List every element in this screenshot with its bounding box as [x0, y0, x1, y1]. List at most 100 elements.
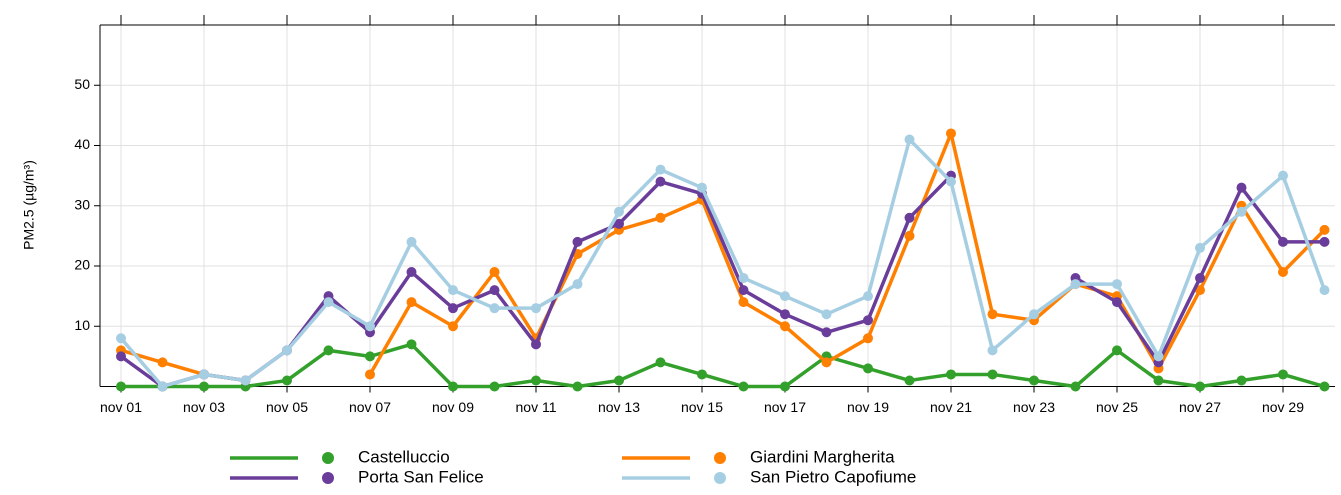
point [199, 381, 209, 392]
point [780, 321, 790, 332]
point [1319, 381, 1330, 392]
point [614, 206, 624, 217]
point [1153, 351, 1164, 362]
point [738, 297, 749, 308]
x-tick-label: nov 09 [432, 399, 474, 415]
point [1112, 345, 1122, 356]
point [821, 357, 832, 368]
point [323, 345, 334, 356]
point [531, 303, 541, 314]
point [1236, 375, 1247, 386]
point [780, 291, 790, 302]
point [1195, 285, 1205, 296]
point [904, 134, 915, 145]
point [1070, 279, 1081, 290]
point [448, 285, 458, 296]
point [531, 339, 541, 350]
point [365, 321, 375, 332]
point [1195, 242, 1205, 253]
point [780, 381, 790, 392]
legend-label: Porta San Felice [358, 467, 484, 486]
point [1319, 285, 1330, 296]
point [1153, 375, 1164, 386]
point [531, 375, 541, 386]
point [240, 375, 251, 386]
point [406, 297, 417, 308]
point [863, 363, 873, 374]
x-tick-label: nov 23 [1013, 399, 1055, 415]
point [116, 333, 126, 344]
y-tick-label: 40 [74, 136, 90, 152]
point [1112, 279, 1122, 290]
series-line [119, 137, 1327, 389]
point [655, 357, 666, 368]
point [1195, 381, 1205, 392]
point [697, 182, 707, 193]
point [1029, 309, 1039, 320]
legend-label: San Pietro Capofiume [750, 467, 916, 486]
point [572, 381, 583, 392]
point [821, 309, 832, 320]
point [157, 381, 168, 392]
point [406, 339, 417, 350]
point [1278, 369, 1288, 380]
point [1195, 273, 1205, 284]
point [946, 128, 956, 139]
point [116, 351, 126, 362]
point [738, 273, 749, 284]
point [987, 309, 998, 320]
point [1236, 206, 1247, 217]
point [489, 267, 500, 278]
legend-dot [322, 452, 334, 464]
x-tick-label: nov 07 [349, 399, 391, 415]
legend-label: Giardini Margherita [750, 447, 895, 466]
point [904, 230, 915, 241]
y-tick-label: 30 [74, 196, 90, 212]
x-tick-label: nov 03 [183, 399, 225, 415]
x-tick-label: nov 25 [1096, 399, 1138, 415]
y-tick-label: 10 [74, 317, 90, 333]
legend-dot [714, 472, 726, 484]
y-tick-label: 50 [74, 76, 90, 92]
x-tick-label: nov 27 [1179, 399, 1221, 415]
point [448, 321, 458, 332]
point [904, 212, 915, 223]
point [655, 212, 666, 223]
point [489, 381, 500, 392]
x-tick-label: nov 21 [930, 399, 972, 415]
point [116, 381, 126, 392]
point [904, 375, 915, 386]
point [738, 381, 749, 392]
point [821, 327, 832, 338]
series-line [121, 342, 1325, 389]
point [365, 369, 375, 380]
x-tick-label: nov 19 [847, 399, 889, 415]
legend-dot [322, 472, 334, 484]
x-tick-label: nov 05 [266, 399, 308, 415]
x-tick-label: nov 11 [516, 399, 557, 415]
point [946, 369, 956, 380]
point [365, 351, 375, 362]
series-line [119, 174, 1325, 389]
point [863, 315, 873, 326]
point [738, 285, 749, 296]
point [863, 333, 873, 344]
y-tick-label: 20 [74, 257, 90, 273]
point [406, 267, 417, 278]
point [157, 357, 168, 368]
y-axis-label: PM2.5 (µg/m³) [21, 160, 37, 250]
point [1278, 170, 1288, 181]
point [282, 375, 292, 386]
point [1319, 224, 1330, 235]
point [282, 345, 292, 356]
point [572, 236, 583, 247]
point [655, 164, 666, 175]
point [987, 369, 998, 380]
point [780, 309, 790, 320]
x-tick-label: nov 13 [598, 399, 640, 415]
point [323, 297, 334, 308]
x-tick-label: nov 15 [681, 399, 723, 415]
x-tick-label: nov 17 [764, 399, 806, 415]
point [655, 176, 666, 187]
point [614, 218, 624, 229]
